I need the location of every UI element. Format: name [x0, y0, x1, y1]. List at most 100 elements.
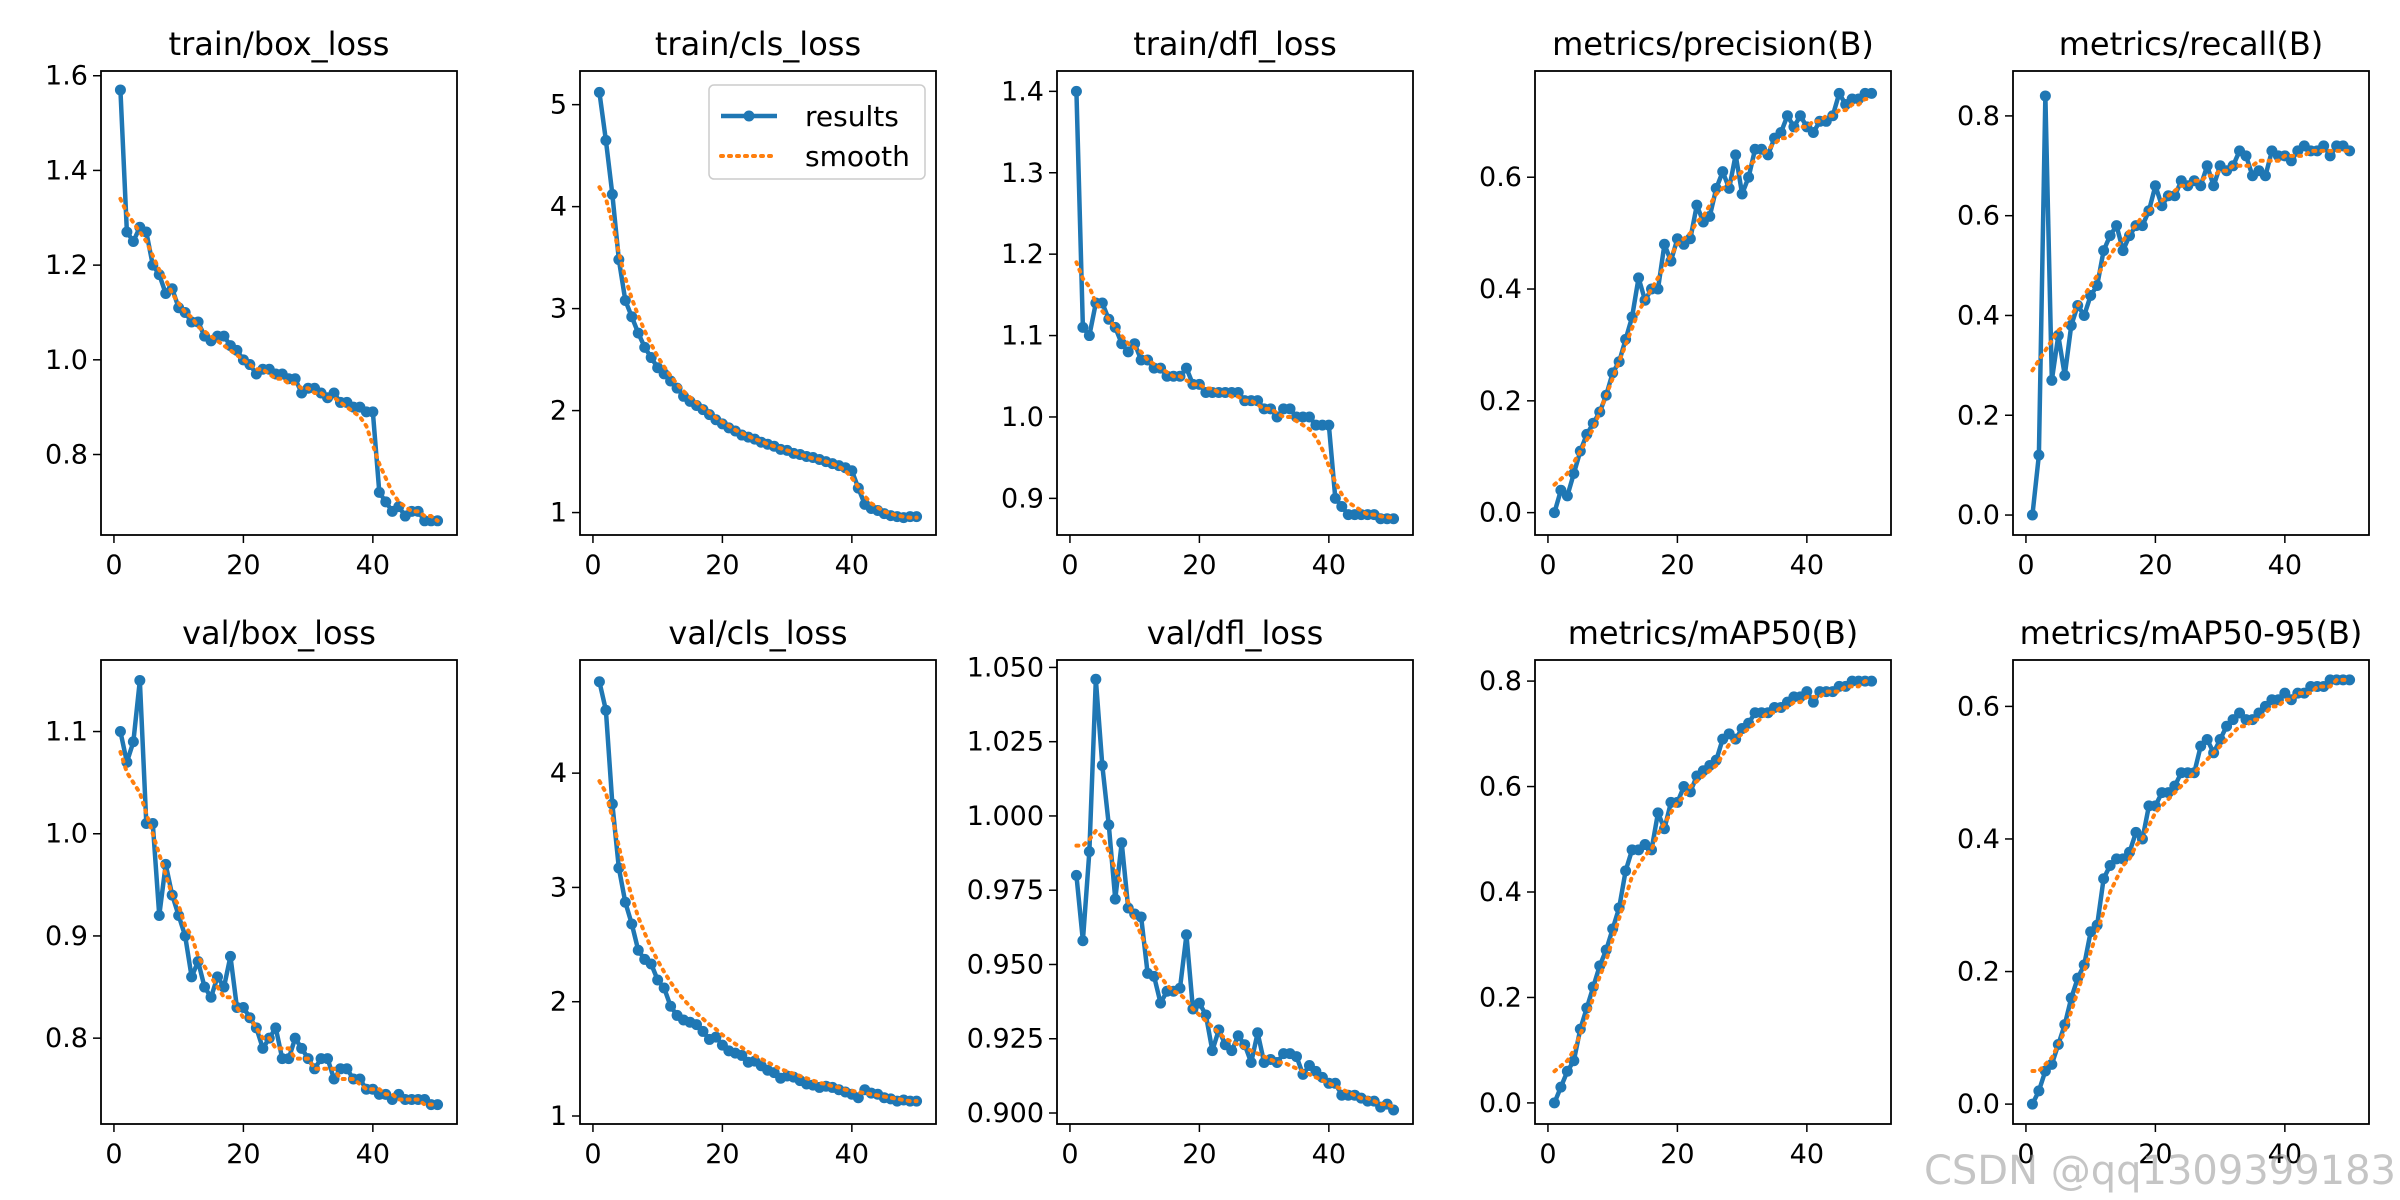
panel-metrics-map50-b: metrics/mAP50(B) 0 20 40 0.0 0.2 0.4 0.6 0.8 — [1479, 614, 1892, 1170]
data-point — [2285, 155, 2297, 167]
x-tick-label: 0 — [1061, 550, 1078, 581]
x-tick-label: 40 — [1312, 1139, 1346, 1170]
y-tick-label: 0.8 — [1479, 666, 1522, 697]
y-tick-label: 0.8 — [1957, 101, 2000, 132]
panel-title: train/box_loss — [169, 25, 390, 63]
panel-metrics-precision-b: metrics/precision(B) 0 20 40 0.0 0.2 0.4 0.6 — [1479, 25, 1892, 581]
y-tick-label: 3 — [550, 294, 567, 325]
series-line-smooth — [1552, 679, 1874, 1074]
data-point — [432, 1099, 444, 1111]
data-point — [1070, 869, 1082, 881]
data-point — [2344, 145, 2356, 157]
data-point — [1691, 199, 1703, 211]
y-tick-label: 1.2 — [1001, 239, 1044, 270]
y-tick-label: 0.0 — [1957, 1089, 2000, 1120]
series-line-results — [118, 89, 438, 524]
data-point — [1684, 233, 1696, 245]
x-tick-label: 0 — [105, 1139, 122, 1170]
data-point — [1807, 126, 1819, 138]
data-point — [127, 736, 139, 748]
data-point — [1077, 935, 1089, 947]
x-tick-label: 0 — [584, 1139, 601, 1170]
data-point — [1323, 419, 1335, 431]
data-point — [710, 1031, 722, 1043]
panel-title: train/dfl_loss — [1133, 25, 1337, 63]
y-tick-label: 1.0 — [45, 819, 88, 850]
data-point — [2201, 160, 2213, 172]
data-point — [626, 918, 638, 930]
x-tick-label: 40 — [2268, 550, 2302, 581]
x-tick-label: 40 — [1790, 550, 1824, 581]
panel-title: val/box_loss — [182, 614, 376, 652]
plot-area — [1070, 85, 1400, 525]
y-tick-label: 3 — [550, 872, 567, 903]
x-tick-label: 20 — [2138, 1139, 2172, 1170]
data-point — [593, 86, 605, 98]
data-point — [639, 341, 651, 353]
data-point — [1096, 759, 1108, 771]
x-tick-label: 40 — [356, 550, 390, 581]
axes-frame — [1056, 659, 1414, 1125]
data-point — [114, 726, 126, 738]
panel-title: val/cls_loss — [668, 614, 847, 652]
data-point — [632, 944, 644, 956]
data-point — [1633, 272, 1645, 284]
data-point — [619, 896, 631, 908]
series-line-smooth — [1074, 827, 1396, 1110]
y-tick-label: 4 — [550, 192, 567, 223]
axes-frame — [2012, 659, 2370, 1125]
y-tick-label: 0.6 — [1957, 691, 2000, 722]
series-line-smooth — [1074, 260, 1396, 520]
axes-frame — [2012, 70, 2370, 536]
x-tick-label: 20 — [1182, 1139, 1216, 1170]
x-tick-label: 20 — [226, 1139, 260, 1170]
data-point — [1658, 238, 1670, 250]
data-point — [1568, 1055, 1580, 1067]
y-tick-label: 1.000 — [967, 801, 1044, 832]
data-point — [1180, 362, 1192, 374]
panel-train-box-loss: train/box_loss 0 20 40 0.8 1.0 1.2 1.4 1.6 — [45, 25, 458, 581]
data-point — [632, 327, 644, 339]
data-point — [367, 406, 379, 418]
x-tick-label: 0 — [1539, 550, 1556, 581]
data-point — [2111, 220, 2123, 232]
x-tick-label: 40 — [1312, 550, 1346, 581]
data-point — [1090, 673, 1102, 685]
data-point — [1781, 110, 1793, 122]
data-point — [237, 1001, 249, 1013]
plot-area — [1548, 87, 1878, 519]
data-point — [186, 971, 198, 983]
x-tick-label: 40 — [835, 550, 869, 581]
series-line-smooth — [597, 185, 919, 520]
y-tick-label: 0.925 — [967, 1024, 1044, 1055]
data-point — [1148, 970, 1160, 982]
axes-frame — [1534, 70, 1892, 536]
panel-title: metrics/recall(B) — [2059, 25, 2324, 63]
panel-title: metrics/mAP50(B) — [1568, 614, 1859, 652]
y-tick-label: 1.0 — [1001, 402, 1044, 433]
data-point — [1704, 210, 1716, 222]
x-tick-label: 20 — [705, 550, 739, 581]
data-point — [619, 294, 631, 306]
data-point — [1620, 865, 1632, 877]
legend-label-smooth: smooth — [805, 140, 910, 173]
series-line-results — [597, 681, 917, 1104]
data-point — [1122, 346, 1134, 358]
y-tick-label: 5 — [550, 90, 567, 121]
y-tick-label: 1.1 — [1001, 321, 1044, 352]
data-point — [1103, 819, 1115, 831]
data-point — [1717, 166, 1729, 178]
data-point — [1290, 1051, 1302, 1063]
data-point — [1775, 126, 1787, 138]
data-point — [2065, 319, 2077, 331]
data-point — [1232, 387, 1244, 399]
x-tick-label: 20 — [705, 1139, 739, 1170]
data-point — [2091, 280, 2103, 292]
y-tick-label: 1.6 — [45, 61, 88, 92]
data-point — [218, 330, 230, 342]
panel-val-dfl-loss: val/dfl_loss 0 20 40 0.900 0.925 0.950 0.975 1.0… — [967, 614, 1414, 1170]
plot-area — [1548, 675, 1878, 1109]
data-point — [697, 1025, 709, 1037]
series-line-smooth — [2030, 677, 2352, 1073]
